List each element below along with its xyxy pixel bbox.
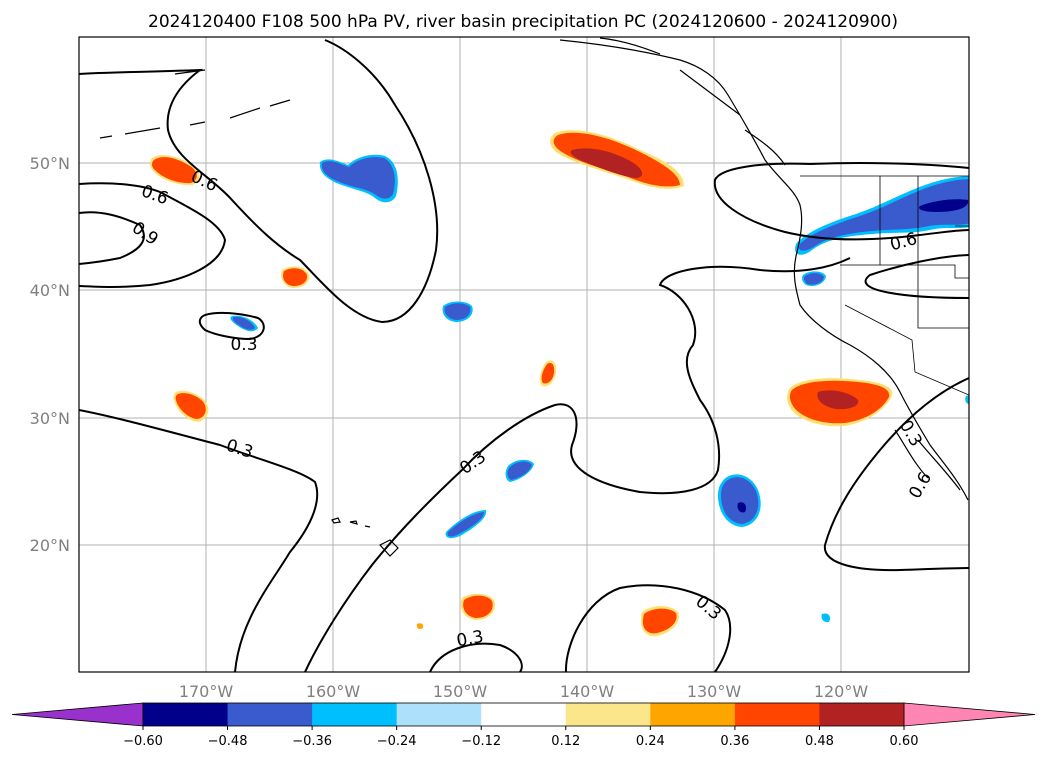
lat-tick-label: 50°N (30, 154, 70, 173)
anomaly-blob (799, 179, 969, 251)
colorbar-swatch (819, 703, 905, 726)
colorbar-swatch (565, 703, 651, 726)
pv-contour (79, 211, 145, 265)
lon-tick-label: 170°W (179, 682, 234, 701)
pv-contour (79, 182, 227, 288)
lat-tick-label: 30°N (30, 409, 70, 428)
lon-tick-label: 120°W (814, 682, 869, 701)
pv-contour (564, 584, 732, 672)
anomaly-blob (642, 608, 677, 634)
colorbar-swatch (734, 703, 820, 726)
state-borders (800, 175, 969, 396)
pv-contour (823, 377, 969, 572)
colorbar-swatch (312, 703, 398, 726)
latitude-tick-labels: 50°N 40°N 30°N 20°N (30, 154, 70, 555)
colorbar-tick-label: 0.36 (720, 734, 749, 749)
colorbar-swatch (143, 703, 229, 726)
coastlines (99, 37, 969, 557)
negative-precip-anomalies (230, 154, 969, 623)
lon-tick-label: 150°W (433, 682, 488, 701)
anomaly-blob (965, 395, 969, 404)
anomaly-blob (232, 316, 255, 330)
anomaly-blob (821, 613, 831, 623)
anomaly-blob (321, 157, 395, 199)
colorbar-extension-max (903, 702, 1036, 727)
longitude-tick-labels: 170°W 160°W 150°W 140°W 130°W 120°W (179, 682, 869, 701)
pv-contour (79, 39, 439, 324)
map-panel: 0.6 0.6 0.9 0.3 0.3 0.3 0.3 0.3 0.6 0.6 … (79, 37, 969, 672)
anomaly-blob (803, 273, 824, 285)
colorbar-tick-label: 0.24 (636, 734, 665, 749)
anomaly-blob (919, 199, 969, 212)
anomaly-blob (507, 461, 532, 480)
colorbar-tick-label: −0.48 (208, 734, 248, 749)
anomaly-blob (175, 393, 206, 419)
colorbar-swatch (481, 703, 567, 726)
anomaly-blob (541, 363, 555, 384)
map-frame (78, 36, 970, 673)
colorbar-tick-label: 0.60 (890, 734, 919, 749)
lon-tick-label: 160°W (306, 682, 361, 701)
anomaly-blob (737, 502, 747, 513)
pv-contour (864, 254, 969, 299)
colorbar-tick-label: −0.36 (292, 734, 332, 749)
colorbar-tick-label: −0.24 (377, 734, 417, 749)
contour-label: 0.3 (230, 335, 257, 355)
colorbar-extension-min (11, 702, 144, 727)
pv-contour (429, 642, 523, 672)
colorbar: −0.60 −0.48 −0.36 −0.24 −0.12 0.12 0.24 0.36 0.4… (11, 702, 1036, 749)
colorbar-tick-label: 0.12 (551, 734, 580, 749)
anomaly-blob (447, 512, 485, 537)
anomaly-blob (151, 157, 197, 184)
colorbar-swatch (227, 703, 313, 726)
anomaly-blob (444, 303, 471, 320)
lon-tick-label: 140°W (560, 682, 615, 701)
anomaly-blob (283, 268, 308, 286)
colorbar-frame (142, 702, 905, 727)
lon-tick-label: 130°W (687, 682, 742, 701)
pv-contours (79, 39, 969, 672)
pv-contour (198, 311, 265, 341)
contour-label: 0.3 (455, 627, 485, 651)
colorbar-tick-label: −0.12 (461, 734, 501, 749)
colorbar-tick-label: 0.48 (805, 734, 834, 749)
colorbar-swatch (396, 703, 482, 726)
anomaly-blob (817, 390, 859, 410)
colorbar-swatch (650, 703, 736, 726)
anomaly-blob (416, 623, 424, 629)
anomaly-blob (721, 477, 759, 524)
pv-contour (79, 409, 319, 672)
pv-contour (304, 257, 851, 672)
lat-tick-label: 40°N (30, 281, 70, 300)
positive-precip-anomalies (149, 130, 893, 637)
pv-contour (713, 162, 969, 241)
anomaly-blob (570, 148, 643, 178)
map-title: 2024120400 F108 500 hPa PV, river basin … (148, 12, 898, 32)
colorbar-tick-label: −0.60 (123, 734, 163, 749)
anomaly-blob (463, 595, 493, 618)
lat-tick-label: 20°N (30, 536, 70, 555)
